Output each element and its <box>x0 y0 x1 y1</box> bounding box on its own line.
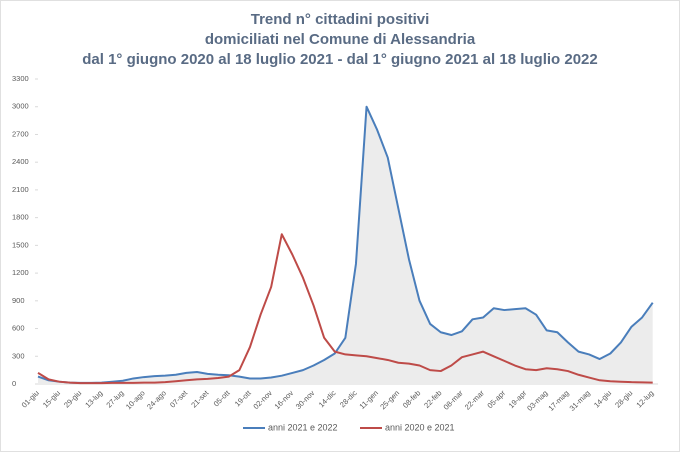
y-tick-label: 2700 <box>12 129 29 138</box>
y-tick-label: 2400 <box>12 157 29 166</box>
series-line <box>37 233 653 385</box>
legend-label: anni 2020 e 2021 <box>385 422 455 432</box>
y-tick-label: 1800 <box>12 213 29 222</box>
legend-label: anni 2021 e 2022 <box>268 422 338 432</box>
y-tick-label: 2100 <box>12 185 29 194</box>
y-tick-label: 1200 <box>12 268 29 277</box>
chart-title: Trend n° cittadini positivi <box>251 11 430 28</box>
y-tick-label: 600 <box>12 324 25 333</box>
y-tick-label: 1500 <box>12 240 29 249</box>
series-line <box>37 105 654 384</box>
y-tick-label: 900 <box>12 296 25 305</box>
chart-title: domiciliati nel Comune di Alessandria <box>205 31 476 48</box>
y-tick-label: 3000 <box>12 102 29 111</box>
chart-title: dal 1° giugno 2020 al 18 luglio 2021 - d… <box>82 51 598 68</box>
area-shade <box>38 106 653 385</box>
y-tick-label: 3300 <box>12 74 29 83</box>
y-tick-label: 0 <box>12 379 16 388</box>
y-tick-label: 300 <box>12 351 25 360</box>
